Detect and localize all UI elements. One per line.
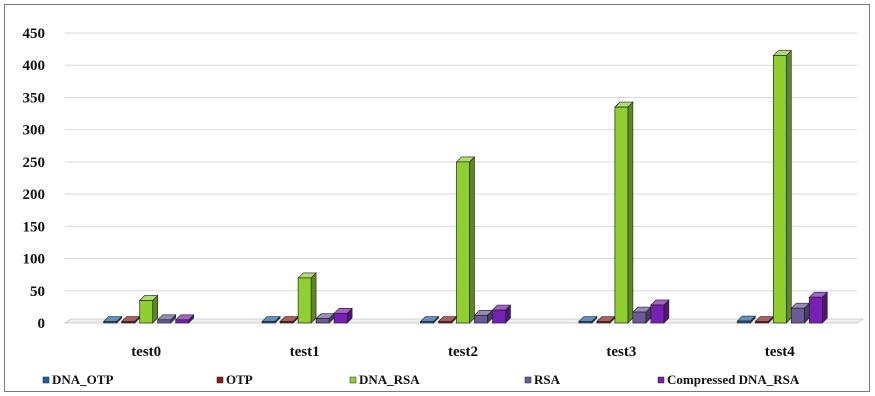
- bar-rsa-test4: [790, 302, 811, 324]
- bar-dna-otp-test0: [102, 315, 123, 324]
- bar-rsa-test3: [632, 306, 652, 324]
- bar-compressed-dna-rsa-test0: [174, 314, 195, 324]
- bar-dna-rsa-test4: [772, 49, 793, 324]
- bar-dna-otp-test4: [736, 315, 757, 324]
- y-tick-label: 250: [23, 155, 46, 171]
- y-tick-label: 450: [23, 26, 46, 42]
- legend-item: Compressed DNA_RSA: [657, 372, 800, 387]
- y-tick-label: 300: [23, 123, 46, 139]
- legend-label: Compressed DNA_RSA: [667, 372, 800, 387]
- bar-compressed-dna-rsa-test2: [491, 304, 512, 324]
- y-tick-label: 100: [23, 252, 46, 268]
- chart-frame: 0 50 100 150 200 250 300 350 400 450 test0 test1 te…: [4, 4, 870, 392]
- legend-swatch: [42, 376, 50, 384]
- bar-dna-otp-test2: [419, 315, 440, 324]
- x-tick-label: test4: [765, 344, 795, 360]
- legend-swatch: [657, 376, 665, 384]
- bar-compressed-dna-rsa-test1: [333, 307, 353, 324]
- legend-label: DNA_OTP: [52, 372, 113, 387]
- legend-item: OTP: [216, 372, 253, 387]
- legend-item: DNA_RSA: [349, 372, 420, 387]
- x-tick-label: test2: [448, 344, 478, 360]
- legend-item: DNA_OTP: [42, 372, 113, 387]
- bar-dna-rsa-test3: [614, 101, 634, 324]
- y-tick-label: 50: [30, 284, 45, 300]
- legend-label: DNA_RSA: [359, 372, 420, 387]
- bar-dna-otp-test3: [578, 315, 598, 324]
- legend-label: RSA: [534, 372, 561, 387]
- legend-label: OTP: [226, 372, 253, 387]
- bars: [102, 49, 829, 324]
- legend-swatch: [524, 376, 532, 384]
- y-tick-label: 400: [23, 58, 46, 74]
- legend: DNA_OTP OTP DNA_RSA RSA Compressed DNA_RSA: [42, 372, 800, 387]
- y-axis-ticks: 0 50 100 150 200 250 300 350 400 450: [23, 26, 46, 332]
- legend-swatch: [349, 376, 357, 384]
- bar-dna-rsa-test2: [455, 156, 476, 324]
- y-tick-label: 200: [23, 187, 46, 203]
- x-tick-label: test0: [131, 344, 161, 360]
- y-tick-label: 150: [23, 219, 46, 235]
- y-tick-label: 0: [38, 316, 46, 332]
- bar-dna-rsa-test0: [138, 294, 159, 324]
- legend-swatch: [216, 376, 224, 384]
- bar-dna-otp-test1: [261, 315, 281, 324]
- bar-dna-rsa-test1: [297, 272, 317, 324]
- y-tick-label: 350: [23, 90, 46, 106]
- bar-rsa-test2: [473, 309, 494, 324]
- bar-otp-test2: [437, 315, 458, 324]
- x-tick-label: test1: [290, 344, 320, 360]
- x-axis-labels: test0 test1 test2 test3 test4: [131, 344, 795, 360]
- bar-compressed-dna-rsa-test4: [808, 291, 829, 324]
- x-tick-label: test3: [606, 344, 636, 360]
- bar-rsa-test0: [156, 314, 177, 324]
- legend-item: RSA: [524, 372, 561, 387]
- bar-compressed-dna-rsa-test3: [650, 299, 670, 324]
